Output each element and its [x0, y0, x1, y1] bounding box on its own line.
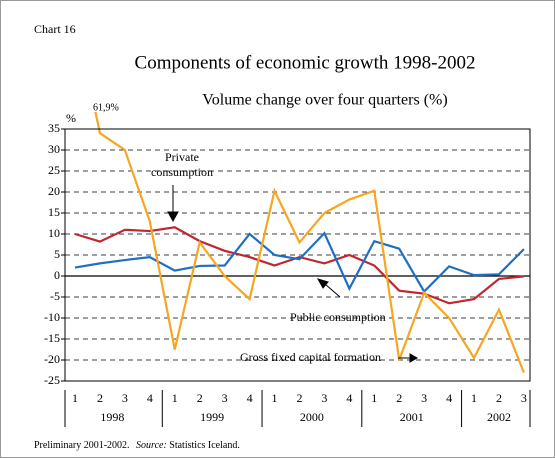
y-tick-label: -10: [44, 310, 60, 324]
x-tick-label: 2: [496, 391, 502, 405]
y-tick-label: -15: [44, 331, 60, 345]
year-label: 2001: [400, 410, 424, 424]
x-tick-label: 1: [272, 391, 278, 405]
year-label: 2000: [300, 410, 324, 424]
footnote: Preliminary 2001-2002. Source: Statistic…: [34, 440, 240, 451]
y-tick-label: 20: [48, 184, 60, 198]
x-tick-label: 3: [222, 391, 228, 405]
y-tick-label: 15: [48, 205, 60, 219]
annotation: Private consumption: [151, 150, 213, 179]
y-tick-label: 5: [54, 247, 60, 261]
y-tick-label: 10: [48, 226, 60, 240]
x-tick-label: 4: [446, 391, 452, 405]
y-tick-label: -20: [44, 352, 60, 366]
arrows: [167, 185, 419, 363]
x-tick-label: 2: [396, 391, 402, 405]
x-tick-label: 1: [371, 391, 377, 405]
x-tick-label: 1: [471, 391, 477, 405]
y-tick-label: -25: [44, 373, 60, 387]
x-tick-label: 2: [296, 391, 302, 405]
annotation: Public consumption: [290, 310, 386, 324]
y-unit: %: [66, 111, 76, 125]
x-tick-label: 3: [122, 391, 128, 405]
y-tick-label: -5: [50, 289, 60, 303]
x-tick-label: 2: [97, 391, 103, 405]
x-tick-label: 3: [321, 391, 327, 405]
year-label: 1998: [100, 410, 124, 424]
year-label: 1999: [200, 410, 224, 424]
x-tick-label: 4: [346, 391, 352, 405]
series-line: [74, 231, 525, 294]
series-line: [74, 226, 525, 305]
x-tick-label: 2: [197, 391, 203, 405]
x-tick-label: 4: [247, 391, 253, 405]
y-tick-label: 30: [48, 142, 60, 156]
y-tick-label: 35: [48, 121, 60, 135]
year-label: 2002: [487, 410, 511, 424]
x-tick-label: 3: [521, 391, 527, 405]
chart-label: Chart 16: [34, 22, 76, 36]
annotation: Gross fixed capital formation: [240, 350, 381, 364]
x-tick-label: 3: [421, 391, 427, 405]
chart-subtitle: Volume change over four quarters (%): [202, 92, 447, 109]
y-tick-label: 25: [48, 163, 60, 177]
x-tick-label: 1: [172, 391, 178, 405]
chart-title: Components of economic growth 1998-2002: [135, 52, 476, 73]
x-tick-label: 4: [147, 391, 153, 405]
value-label: 61,9%: [93, 102, 119, 113]
plot-border: [64, 128, 531, 382]
x-tick-label: 1: [72, 391, 78, 405]
y-tick-label: 0: [54, 268, 60, 282]
series-line: [94, 112, 525, 374]
